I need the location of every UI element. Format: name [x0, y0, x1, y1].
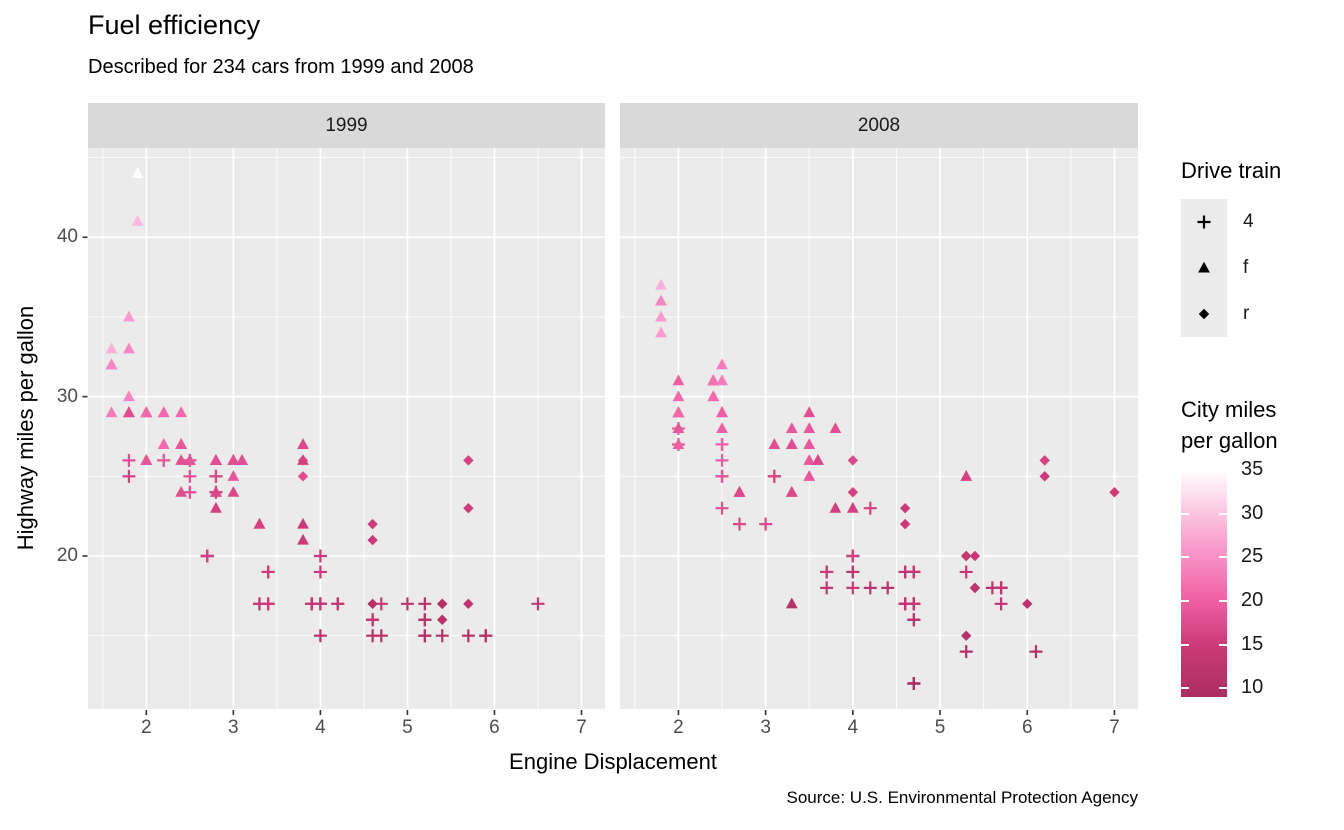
color-legend-title: City miles per gallon: [1181, 394, 1278, 456]
color-legend-title-line1: City miles: [1181, 397, 1277, 422]
x-tick-label: 6: [489, 717, 500, 738]
legend-key-r: [1181, 291, 1227, 337]
legend-label-f: f: [1243, 257, 1249, 278]
y-axis-title: Highway miles per gallon: [13, 305, 38, 551]
x-tick-label: 2: [673, 717, 684, 738]
x-tick-label: 4: [847, 717, 859, 738]
shape-legend-title: Drive train: [1181, 158, 1282, 183]
x-tick-label: 2: [141, 717, 152, 738]
legend-label-4: 4: [1243, 211, 1254, 232]
legend-key-4: [1181, 199, 1227, 245]
colorbar-tick-label: 30: [1241, 501, 1264, 524]
x-tick-label: 3: [760, 717, 771, 738]
chart-title: Fuel efficiency: [88, 10, 261, 40]
colorbar-tick: [1181, 687, 1189, 690]
facet-strip-2008: 2008: [620, 103, 1138, 148]
y-tick-label: 20: [56, 545, 78, 566]
x-tick-label: 3: [228, 717, 239, 738]
colorbar-tick: [1219, 643, 1227, 646]
x-tick-label: 5: [934, 717, 946, 738]
y-tick-label: 30: [56, 385, 78, 407]
colorbar-tick: [1181, 556, 1189, 559]
legend-key-f: [1181, 245, 1227, 291]
legend-label-r: r: [1243, 303, 1250, 324]
colorbar-tick: [1181, 469, 1189, 471]
chart-subtitle: Described for 234 cars from 1999 and 200…: [88, 56, 474, 78]
colorbar-tick: [1181, 599, 1189, 602]
colorbar-tick: [1219, 556, 1227, 559]
x-tick-label: 4: [315, 717, 326, 738]
colorbar-tick-label: 10: [1241, 676, 1264, 699]
colorbar: [1181, 469, 1227, 697]
colorbar-tick: [1219, 469, 1227, 471]
facet-strip-1999: 1999: [88, 103, 605, 148]
caption: Source: U.S. Environmental Protection Ag…: [786, 788, 1138, 807]
x-tick-label: 6: [1021, 717, 1033, 738]
y-tick-label: 40: [56, 226, 78, 248]
color-legend-title-line2: per gallon: [1181, 428, 1278, 453]
x-tick-label: 7: [576, 717, 587, 738]
x-tick-label: 5: [402, 717, 413, 738]
facet-strip-label: 2008: [857, 114, 901, 136]
x-axis-title: Engine Displacement: [509, 749, 717, 774]
colorbar-tick: [1219, 687, 1227, 690]
colorbar-tick: [1181, 643, 1189, 646]
x-tick-label: 7: [1109, 717, 1120, 738]
colorbar-tick-label: 25: [1241, 545, 1264, 568]
colorbar-tick: [1181, 512, 1189, 515]
colorbar-tick: [1219, 512, 1227, 515]
colorbar-tick-label: 15: [1241, 632, 1264, 655]
colorbar-tick-label: 35: [1241, 458, 1264, 480]
facet-strip-label: 1999: [325, 114, 368, 136]
colorbar-tick-label: 20: [1241, 588, 1264, 611]
colorbar-tick: [1219, 599, 1227, 602]
